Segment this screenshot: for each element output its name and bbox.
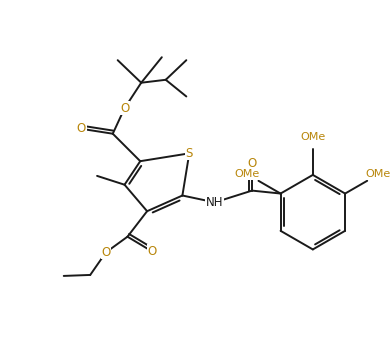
Text: OMe: OMe <box>366 169 391 179</box>
Text: O: O <box>248 157 256 169</box>
Text: O: O <box>147 245 157 258</box>
Text: S: S <box>186 147 193 160</box>
Text: O: O <box>77 122 86 135</box>
Text: OMe: OMe <box>235 169 260 179</box>
Text: O: O <box>101 246 111 259</box>
Text: O: O <box>120 102 129 115</box>
Text: NH: NH <box>206 196 224 209</box>
Text: OMe: OMe <box>300 132 325 142</box>
